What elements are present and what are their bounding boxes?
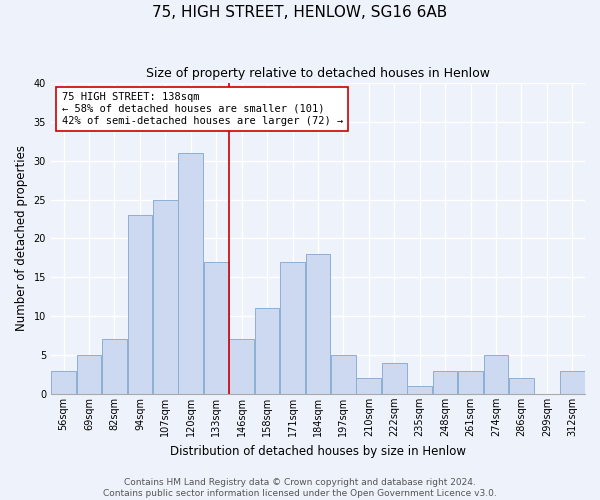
Bar (204, 262, 229, 394)
Bar (77, 355, 101, 394)
Bar (102, 340, 127, 394)
Bar (229, 340, 254, 394)
Bar (305, 254, 330, 394)
Text: 75, HIGH STREET, HENLOW, SG16 6AB: 75, HIGH STREET, HENLOW, SG16 6AB (152, 5, 448, 20)
Bar (509, 378, 534, 394)
Bar (153, 200, 178, 394)
Bar (255, 308, 280, 394)
Bar (458, 370, 483, 394)
Bar (484, 355, 508, 394)
Y-axis label: Number of detached properties: Number of detached properties (15, 146, 28, 332)
Bar (560, 370, 584, 394)
Bar (407, 386, 432, 394)
Bar (280, 262, 305, 394)
Bar (433, 370, 457, 394)
Bar (128, 215, 152, 394)
Bar (331, 355, 356, 394)
Bar (51, 370, 76, 394)
Text: 75 HIGH STREET: 138sqm
← 58% of detached houses are smaller (101)
42% of semi-de: 75 HIGH STREET: 138sqm ← 58% of detached… (62, 92, 343, 126)
Bar (382, 363, 407, 394)
X-axis label: Distribution of detached houses by size in Henlow: Distribution of detached houses by size … (170, 444, 466, 458)
Title: Size of property relative to detached houses in Henlow: Size of property relative to detached ho… (146, 68, 490, 80)
Text: Contains HM Land Registry data © Crown copyright and database right 2024.
Contai: Contains HM Land Registry data © Crown c… (103, 478, 497, 498)
Bar (178, 153, 203, 394)
Bar (356, 378, 381, 394)
